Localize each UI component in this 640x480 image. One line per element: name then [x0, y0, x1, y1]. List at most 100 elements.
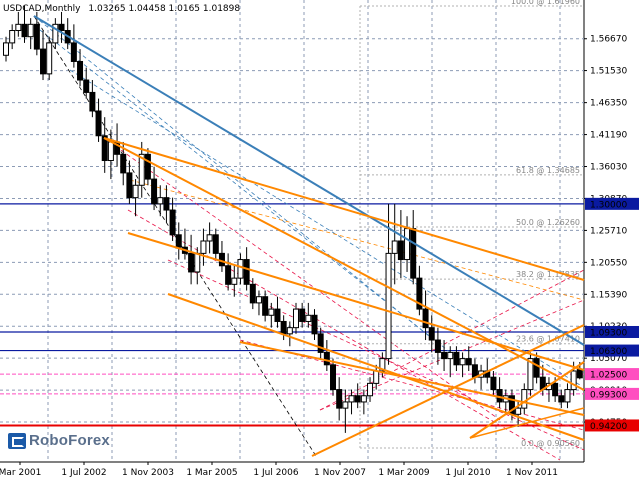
trend-line — [469, 407, 585, 439]
price-level-badge — [585, 419, 639, 432]
time-tick-label: 1 Mar 2005 — [186, 468, 237, 478]
candle-bear — [576, 368, 583, 379]
candle-bull — [459, 358, 466, 366]
candle-bear — [441, 351, 448, 360]
price-tick-label: 1.25710 — [590, 226, 627, 236]
candle-bear — [434, 339, 441, 353]
candle-bull — [348, 395, 355, 403]
candle-bear — [397, 240, 404, 261]
price-tick-label: 1.05070 — [590, 354, 627, 364]
candle-bull — [138, 153, 145, 186]
candle-bear — [95, 110, 102, 137]
price-tick-label: 1.20550 — [590, 258, 627, 268]
candle-bull — [206, 234, 213, 242]
candle-bear — [490, 376, 497, 391]
logo-text: RoboForex — [29, 432, 110, 449]
candle-bull — [360, 395, 367, 403]
candle-bear — [465, 358, 472, 366]
candle-bear — [163, 197, 170, 211]
candle-bear — [218, 252, 225, 267]
candle-bear — [33, 23, 40, 50]
candle-bull — [286, 327, 293, 335]
price-axis: 1.566701.515301.463501.411901.360301.308… — [584, 35, 639, 432]
candle-bull — [570, 370, 577, 391]
fibonacci-level-label: 38.2 @ 1.17835 — [516, 270, 580, 279]
candle-bear — [558, 395, 565, 403]
candle-bull — [564, 389, 571, 403]
price-level-badge-label: 1.06300 — [590, 347, 627, 357]
candle-bear — [249, 283, 256, 304]
price-tick-label: 1.41190 — [590, 131, 627, 141]
candle-bull — [15, 23, 22, 32]
dashed-trend-line — [167, 259, 585, 451]
candle-bear — [428, 327, 435, 341]
dashed-trend-line — [319, 269, 585, 411]
candle-bull — [404, 228, 411, 261]
candle-bull — [367, 382, 374, 397]
time-tick-label: 1 Jul 2002 — [61, 468, 106, 478]
candle-bear — [126, 172, 133, 199]
candle-bull — [385, 252, 392, 360]
candle-bull — [52, 23, 59, 44]
candle-bear — [40, 48, 47, 75]
time-tick-label: 1 Mar 2009 — [378, 468, 430, 478]
candle-bull — [27, 23, 34, 38]
candle-bull — [521, 389, 528, 409]
candle-bull — [9, 30, 16, 44]
candle-bear — [471, 364, 478, 378]
price-level-badge-label: 1.09300 — [590, 328, 627, 338]
candle-bull — [237, 259, 244, 279]
candle-bear — [225, 265, 232, 285]
candle-bear — [175, 234, 182, 248]
price-level-badge — [585, 368, 639, 381]
price-level-badge — [585, 197, 639, 210]
price-tick-label: 1.51530 — [590, 67, 627, 77]
candle-bear — [101, 135, 108, 162]
trend-line — [103, 137, 585, 281]
dashed-trend-line — [33, 15, 441, 346]
candle-bull — [268, 308, 275, 316]
drawn-objects-foreground — [33, 15, 585, 457]
candle-bear — [299, 308, 306, 322]
trend-line — [239, 341, 585, 416]
candle-bull — [391, 240, 398, 254]
fibonacci-level-label: 100.0 @ 1.61960 — [511, 0, 580, 6]
candle-bear — [243, 259, 250, 285]
candle-bear — [212, 234, 219, 254]
price-level-badge — [585, 325, 639, 338]
time-tick-label: 1 Jul 2006 — [253, 468, 298, 478]
dashed-trend-line — [69, 69, 581, 386]
candle-bear — [336, 389, 343, 409]
price-tick-label: 1.46350 — [590, 99, 627, 109]
time-axis: Mar 2001 1 Jul 2002 1 Nov 2003 1 Mar 2005 1 … — [0, 462, 558, 478]
candle-bear — [533, 358, 540, 378]
candle-bull — [3, 42, 9, 56]
candle-bull — [447, 351, 454, 360]
dashed-trend-line — [39, 29, 461, 361]
candle-bear — [58, 23, 65, 32]
candle-bear — [120, 153, 127, 174]
candle-bull — [46, 42, 53, 75]
price-level-badge-label: 0.94200 — [590, 422, 627, 432]
trend-line — [469, 361, 585, 439]
candle-bull — [157, 197, 164, 205]
chart-grid — [0, 0, 585, 463]
chart-header: USDCAD,Monthly 1.03265 1.04458 1.0165 1.… — [3, 4, 240, 14]
candle-bear — [21, 23, 28, 38]
candle-bear — [416, 277, 423, 310]
candle-bull — [107, 141, 114, 162]
time-tick-label: Mar 2001 — [0, 468, 41, 478]
candle-bear — [169, 209, 176, 236]
price-level-badge — [585, 344, 639, 357]
candle-bear — [83, 79, 90, 93]
candle-bear — [262, 296, 269, 316]
fibonacci-level-label: 0.0 @ 0.90560 — [521, 439, 580, 448]
fibonacci-level-label: 50.0 @ 1.26260 — [516, 218, 580, 227]
price-level-badge — [585, 387, 639, 400]
candle-bull — [515, 407, 522, 415]
time-tick-label: 1 Nov 2007 — [314, 468, 366, 478]
candle-bear — [274, 308, 281, 322]
candle-bull — [305, 314, 312, 322]
